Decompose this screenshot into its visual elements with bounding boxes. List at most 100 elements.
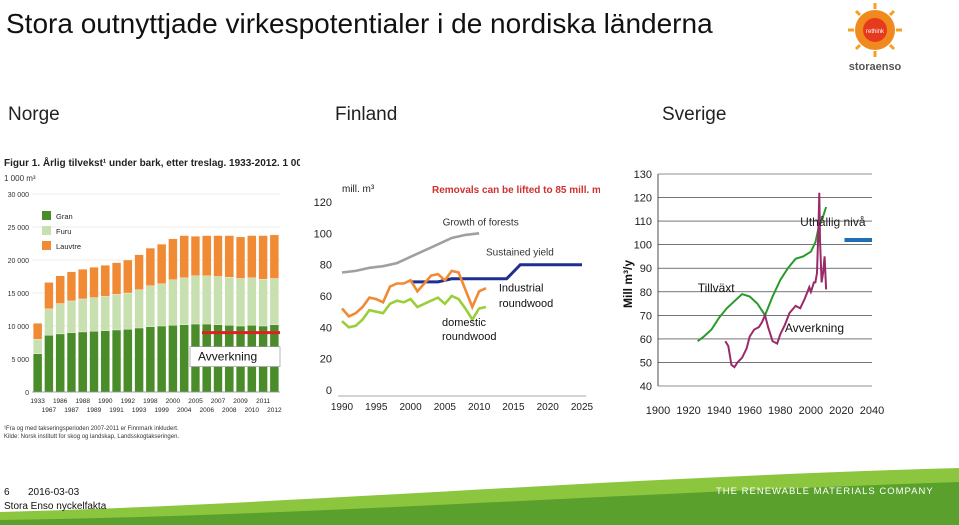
x-tick-label: 2011 — [256, 398, 270, 405]
logo-badge: rethink — [866, 29, 885, 35]
bar-segment — [111, 329, 122, 393]
x-tick-label: 1967 — [42, 407, 57, 414]
bar-segment — [179, 324, 189, 393]
bar-segment — [168, 279, 178, 326]
y-tick-label: 130 — [634, 169, 652, 181]
norway-chart: Figur 1. Årlig tilvekst¹ under bark, ett… — [4, 156, 300, 440]
x-tick-label: 2008 — [222, 407, 237, 414]
x-tick-label: 2005 — [434, 402, 457, 413]
series-label-domestic: domestic — [442, 317, 487, 329]
footer-tagline: THE RENEWABLE MATERIALS COMPANY — [716, 486, 934, 497]
bar-segment — [134, 289, 144, 329]
bar-segment — [44, 335, 54, 393]
bar-segment — [157, 283, 167, 327]
bar-segment — [134, 254, 144, 290]
x-tick-label: 1989 — [87, 407, 102, 414]
y-tick-label: 70 — [640, 310, 652, 322]
bar-segment — [247, 277, 257, 326]
series-line — [724, 192, 828, 369]
x-tick-label: 2015 — [502, 402, 525, 413]
y-tick-label: 15 000 — [8, 291, 30, 298]
y-tick-label: 80 — [320, 260, 332, 272]
y-tick-label: 50 — [640, 357, 652, 369]
y-tick-label: 80 — [640, 287, 652, 299]
bar-segment — [157, 244, 167, 284]
y-axis-unit: 1 000 m³ — [4, 174, 36, 183]
sweden-chart: 40 50 60 70 80 90 100 110 120 130 1900 1920 1940 1960… — [621, 169, 884, 417]
y-tick-label: 40 — [640, 381, 652, 393]
x-tick-label: 1980 — [768, 405, 792, 417]
y-tick-label: 30 000 — [8, 192, 30, 199]
bar-segment — [78, 331, 88, 393]
series-label-growth: Tillväxt — [698, 281, 736, 295]
footnote: Kilde: Norsk institutt for skog og lands… — [4, 434, 179, 440]
y-tick-label: 100 — [634, 240, 652, 252]
x-tick-label: 2000 — [399, 402, 422, 413]
footer-band — [0, 468, 959, 525]
x-tick-label: 2010 — [468, 402, 491, 413]
x-tick-label: 1986 — [53, 398, 68, 405]
bar-segment — [111, 262, 122, 295]
bar-segment — [168, 238, 178, 280]
bar-segment — [202, 275, 212, 325]
x-tick-label: 1988 — [75, 398, 90, 405]
bar-segment — [66, 300, 77, 333]
legend-swatch — [42, 211, 51, 220]
x-tick-label: 1990 — [98, 398, 113, 405]
series-label-industrial: roundwood — [499, 298, 553, 310]
bar-segment — [190, 236, 201, 276]
y-tick-label: 25 000 — [8, 225, 30, 232]
bar-segment — [66, 332, 77, 393]
y-tick-label: 110 — [634, 216, 652, 228]
x-tick-label: 2025 — [571, 402, 594, 413]
x-tick-label: 2010 — [245, 407, 260, 414]
y-axis-label: Mill m³/y — [621, 260, 635, 308]
bar-segment — [44, 308, 54, 336]
series-label-sustained: Sustained yield — [486, 247, 554, 258]
y-tick-label: 90 — [640, 263, 652, 275]
x-tick-label: 1991 — [109, 407, 124, 414]
series-line — [341, 269, 487, 318]
x-tick-label: 1999 — [154, 407, 169, 414]
bar-segment — [202, 235, 212, 276]
y-tick-label: 10 000 — [8, 324, 30, 331]
harvest-label: Avverkning — [198, 350, 257, 364]
bar-segment — [33, 339, 43, 354]
x-tick-label: 2000 — [799, 405, 823, 417]
legend-label: Gran — [56, 212, 73, 221]
y-tick-label: 40 — [320, 322, 332, 334]
bar-segment — [66, 271, 77, 302]
y-tick-label: 60 — [320, 291, 332, 303]
bar-segment — [145, 247, 155, 286]
x-tick-label: 2000 — [166, 398, 181, 405]
legend-swatch — [42, 226, 51, 235]
x-tick-label: 2009 — [233, 398, 248, 405]
bar-segment — [224, 277, 234, 326]
y-tick-label: 120 — [314, 197, 332, 209]
bar-segment — [100, 330, 110, 393]
bar-segment — [55, 333, 65, 393]
series-label-growth: Growth of forests — [443, 218, 519, 229]
bar-segment — [145, 326, 155, 393]
bar-segment — [100, 296, 110, 331]
x-tick-label: 2040 — [860, 405, 884, 417]
x-tick-label: 2005 — [188, 398, 203, 405]
bar-segment — [89, 331, 99, 393]
series-line — [697, 206, 828, 342]
y-axis-unit: mill. m³ — [342, 184, 375, 195]
x-tick-label: 1995 — [365, 402, 388, 413]
legend-label: Furu — [56, 227, 71, 236]
series-label-industrial: Industrial — [499, 282, 544, 294]
series-line — [410, 263, 582, 284]
y-tick-label: 5 000 — [11, 357, 29, 364]
bar-segment — [78, 298, 88, 333]
country-norge: Norge — [8, 104, 60, 125]
bar-segment — [224, 235, 234, 278]
x-tick-label: 1940 — [707, 405, 731, 417]
bar-segment — [168, 325, 178, 393]
bar-segment — [100, 265, 110, 297]
y-tick-label: 120 — [634, 193, 652, 205]
y-tick-label: 20 000 — [8, 258, 30, 265]
y-tick-label: 0 — [25, 390, 29, 397]
bar-segment — [179, 277, 189, 325]
